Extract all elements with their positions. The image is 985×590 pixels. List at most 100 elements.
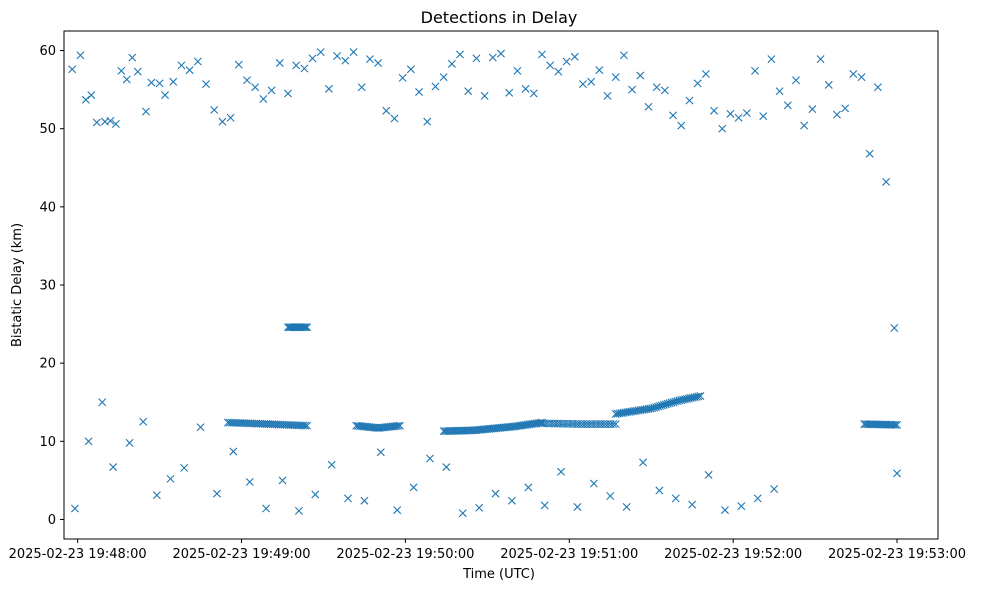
data-point	[226, 113, 235, 122]
data-point	[611, 73, 620, 82]
data-point	[166, 474, 175, 483]
y-tick-label: 10	[39, 435, 56, 450]
data-point	[161, 91, 170, 100]
data-point	[262, 504, 271, 513]
data-point	[507, 496, 516, 505]
data-point	[759, 112, 768, 121]
data-point	[693, 79, 702, 88]
data-point	[841, 104, 850, 113]
data-point	[300, 323, 309, 332]
x-tick-label: 2025-02-23 19:51:00	[500, 547, 638, 562]
data-point	[406, 65, 415, 74]
data-point	[360, 496, 369, 505]
data-point	[111, 120, 120, 128]
data-point	[229, 447, 238, 456]
data-point	[109, 463, 118, 472]
x-tick-label: 2025-02-23 19:50:00	[336, 547, 474, 562]
data-point	[529, 89, 538, 98]
data-point	[488, 53, 497, 62]
x-axis-label: Time (UTC)	[462, 567, 535, 582]
data-point	[141, 107, 150, 116]
data-point	[447, 59, 456, 68]
data-point	[133, 67, 142, 76]
data-point	[395, 421, 404, 430]
chart-title: Detections in Delay	[421, 8, 578, 27]
data-point	[68, 65, 77, 74]
data-point	[540, 501, 549, 510]
y-axis-label: Bistatic Delay (km)	[10, 223, 25, 347]
data-point	[775, 87, 784, 96]
data-point	[251, 83, 260, 92]
data-point	[701, 69, 710, 78]
data-point	[753, 494, 762, 503]
data-point	[196, 423, 205, 432]
data-point	[193, 57, 202, 66]
data-point	[628, 85, 637, 94]
data-point	[442, 463, 451, 472]
data-point	[557, 467, 566, 476]
data-point	[865, 149, 874, 158]
data-point	[696, 391, 705, 400]
data-point	[513, 66, 522, 75]
data-point	[480, 91, 489, 100]
data-point	[619, 51, 628, 60]
data-point	[327, 460, 336, 469]
data-point	[98, 398, 107, 407]
data-point	[718, 124, 727, 133]
data-point	[587, 77, 596, 86]
data-point	[210, 105, 219, 114]
data-point	[694, 392, 703, 401]
data-point	[301, 421, 310, 430]
data-point	[311, 490, 320, 499]
data-point	[677, 121, 686, 130]
data-point	[409, 483, 418, 492]
data-point	[578, 80, 587, 89]
y-tick-label: 50	[39, 122, 56, 137]
data-point	[849, 69, 858, 78]
data-point	[147, 78, 156, 87]
data-point	[639, 458, 648, 467]
data-point	[234, 60, 243, 69]
y-tick-label: 40	[39, 200, 56, 215]
data-point	[751, 66, 759, 75]
data-point	[464, 87, 473, 96]
x-tick-label: 2025-02-23 19:48:00	[9, 547, 147, 562]
data-point	[202, 80, 211, 89]
data-point	[816, 55, 825, 64]
data-point	[278, 476, 287, 485]
data-point	[505, 88, 514, 97]
y-tick-label: 60	[39, 44, 56, 59]
data-points	[68, 48, 902, 518]
data-point	[212, 489, 221, 498]
data-point	[117, 66, 126, 75]
y-tick-label: 30	[39, 279, 56, 294]
data-point	[652, 83, 661, 92]
data-point	[521, 84, 530, 93]
data-point	[669, 111, 678, 120]
data-point	[393, 506, 402, 515]
data-point	[87, 91, 96, 100]
data-point	[472, 54, 481, 63]
data-point	[688, 500, 697, 509]
data-point	[292, 61, 301, 70]
data-point	[891, 420, 900, 429]
data-point	[439, 73, 448, 82]
data-point	[562, 57, 571, 66]
data-point	[622, 502, 631, 511]
data-point	[537, 50, 546, 59]
x-axis-ticks: 2025-02-23 19:48:00 2025-02-23 19:49:00 20…	[9, 539, 966, 562]
data-point	[554, 67, 563, 76]
data-point	[611, 420, 620, 429]
data-point	[267, 86, 276, 95]
data-point	[800, 121, 809, 130]
data-point	[344, 494, 353, 503]
y-tick-label: 0	[48, 513, 56, 528]
data-point	[106, 116, 115, 125]
data-point	[122, 75, 131, 84]
data-point	[636, 71, 645, 80]
data-point	[324, 84, 333, 93]
data-point	[357, 83, 366, 92]
data-point	[456, 50, 465, 59]
data-point	[92, 118, 101, 127]
